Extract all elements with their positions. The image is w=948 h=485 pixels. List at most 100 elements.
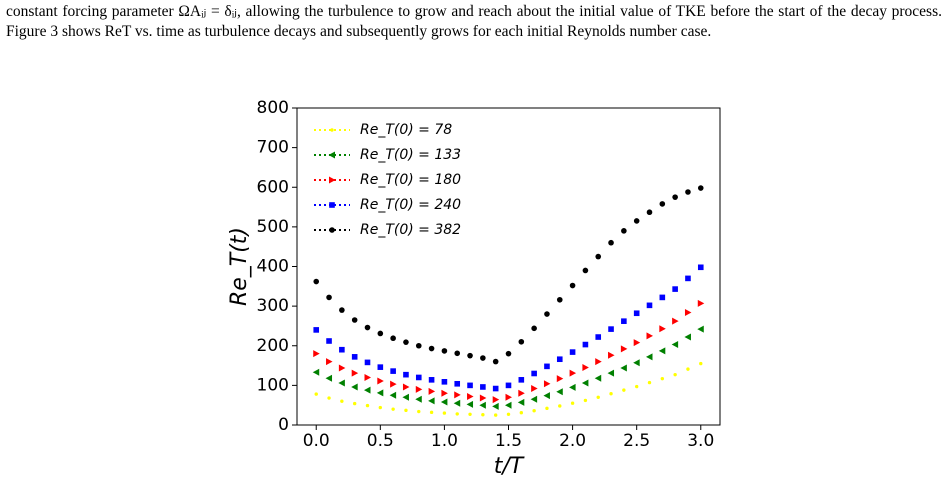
point (633, 218, 640, 224)
point (492, 385, 499, 392)
point (441, 348, 448, 354)
point (505, 382, 512, 389)
point (686, 367, 690, 371)
legend-label: Re_T(0) = 240 (360, 197, 461, 213)
point (594, 374, 602, 382)
y-tick-label: 600 (257, 177, 289, 197)
y-tick-label: 500 (257, 217, 289, 237)
legend-label: Re_T(0) = 133 (360, 147, 461, 163)
point (415, 374, 422, 381)
point (672, 194, 678, 200)
point (544, 363, 550, 370)
point (492, 358, 499, 365)
y-axis-label: Re_T(t) (227, 227, 252, 306)
point (684, 333, 691, 341)
x-tick-label: 3.0 (687, 431, 714, 451)
point (531, 325, 537, 332)
point (608, 239, 614, 246)
y-tick-label: 200 (257, 336, 289, 356)
point (442, 411, 447, 415)
y-tick-label: 0 (278, 415, 289, 435)
point (633, 339, 641, 347)
point (391, 407, 395, 411)
point (479, 394, 487, 402)
point (402, 383, 410, 391)
point (646, 209, 653, 216)
point (377, 377, 384, 385)
point (556, 375, 564, 383)
point (480, 355, 486, 361)
point (634, 384, 639, 389)
point (415, 342, 422, 349)
point (621, 318, 627, 324)
point (607, 369, 615, 377)
point (428, 387, 436, 395)
point (454, 350, 461, 357)
point (595, 358, 602, 366)
point (377, 364, 384, 370)
point (390, 380, 397, 388)
legend-label: Re_T(0) = 78 (360, 122, 452, 138)
point (518, 338, 525, 345)
point (518, 377, 525, 383)
point (697, 264, 704, 271)
legend-label: Re_T(0) = 180 (360, 172, 461, 188)
point (582, 364, 589, 372)
point (519, 411, 524, 415)
point (558, 404, 562, 408)
x-tick-label: 0.0 (303, 431, 330, 451)
point (326, 294, 332, 301)
point (659, 294, 666, 301)
point (493, 413, 498, 417)
point (543, 392, 550, 400)
point (312, 368, 320, 376)
point (671, 341, 679, 349)
point (338, 364, 346, 372)
point (467, 352, 473, 359)
point (531, 370, 537, 377)
point (582, 267, 589, 274)
point (454, 391, 461, 399)
point (621, 228, 627, 234)
x-axis-label: t/T (494, 454, 525, 479)
point (673, 372, 677, 377)
point (569, 369, 577, 377)
point (441, 379, 448, 385)
point (569, 349, 576, 355)
point (646, 302, 653, 309)
point (620, 364, 627, 372)
point (658, 347, 666, 355)
point (351, 317, 358, 323)
point (595, 253, 602, 260)
point (403, 339, 409, 345)
point (697, 185, 704, 191)
point (466, 400, 474, 408)
point (404, 408, 408, 413)
point (608, 326, 614, 332)
point (608, 351, 615, 359)
point (569, 383, 576, 391)
point (428, 397, 435, 405)
point (339, 307, 345, 313)
point (364, 359, 371, 366)
y-tick-label: 300 (257, 296, 289, 316)
x-tick-label: 0.5 (367, 431, 394, 451)
point (684, 308, 692, 316)
y-tick-label: 700 (257, 138, 289, 158)
point (480, 384, 486, 390)
y-tick-label: 400 (257, 257, 289, 277)
point (327, 396, 331, 400)
point (596, 395, 600, 399)
point (352, 401, 357, 406)
point (660, 376, 665, 381)
point (582, 341, 589, 348)
point (467, 392, 474, 400)
legend-marker (328, 151, 335, 159)
y-tick-label: 800 (257, 98, 289, 118)
point (351, 383, 358, 391)
point (364, 386, 371, 394)
point (339, 346, 345, 353)
point (569, 282, 576, 289)
point (544, 311, 550, 317)
